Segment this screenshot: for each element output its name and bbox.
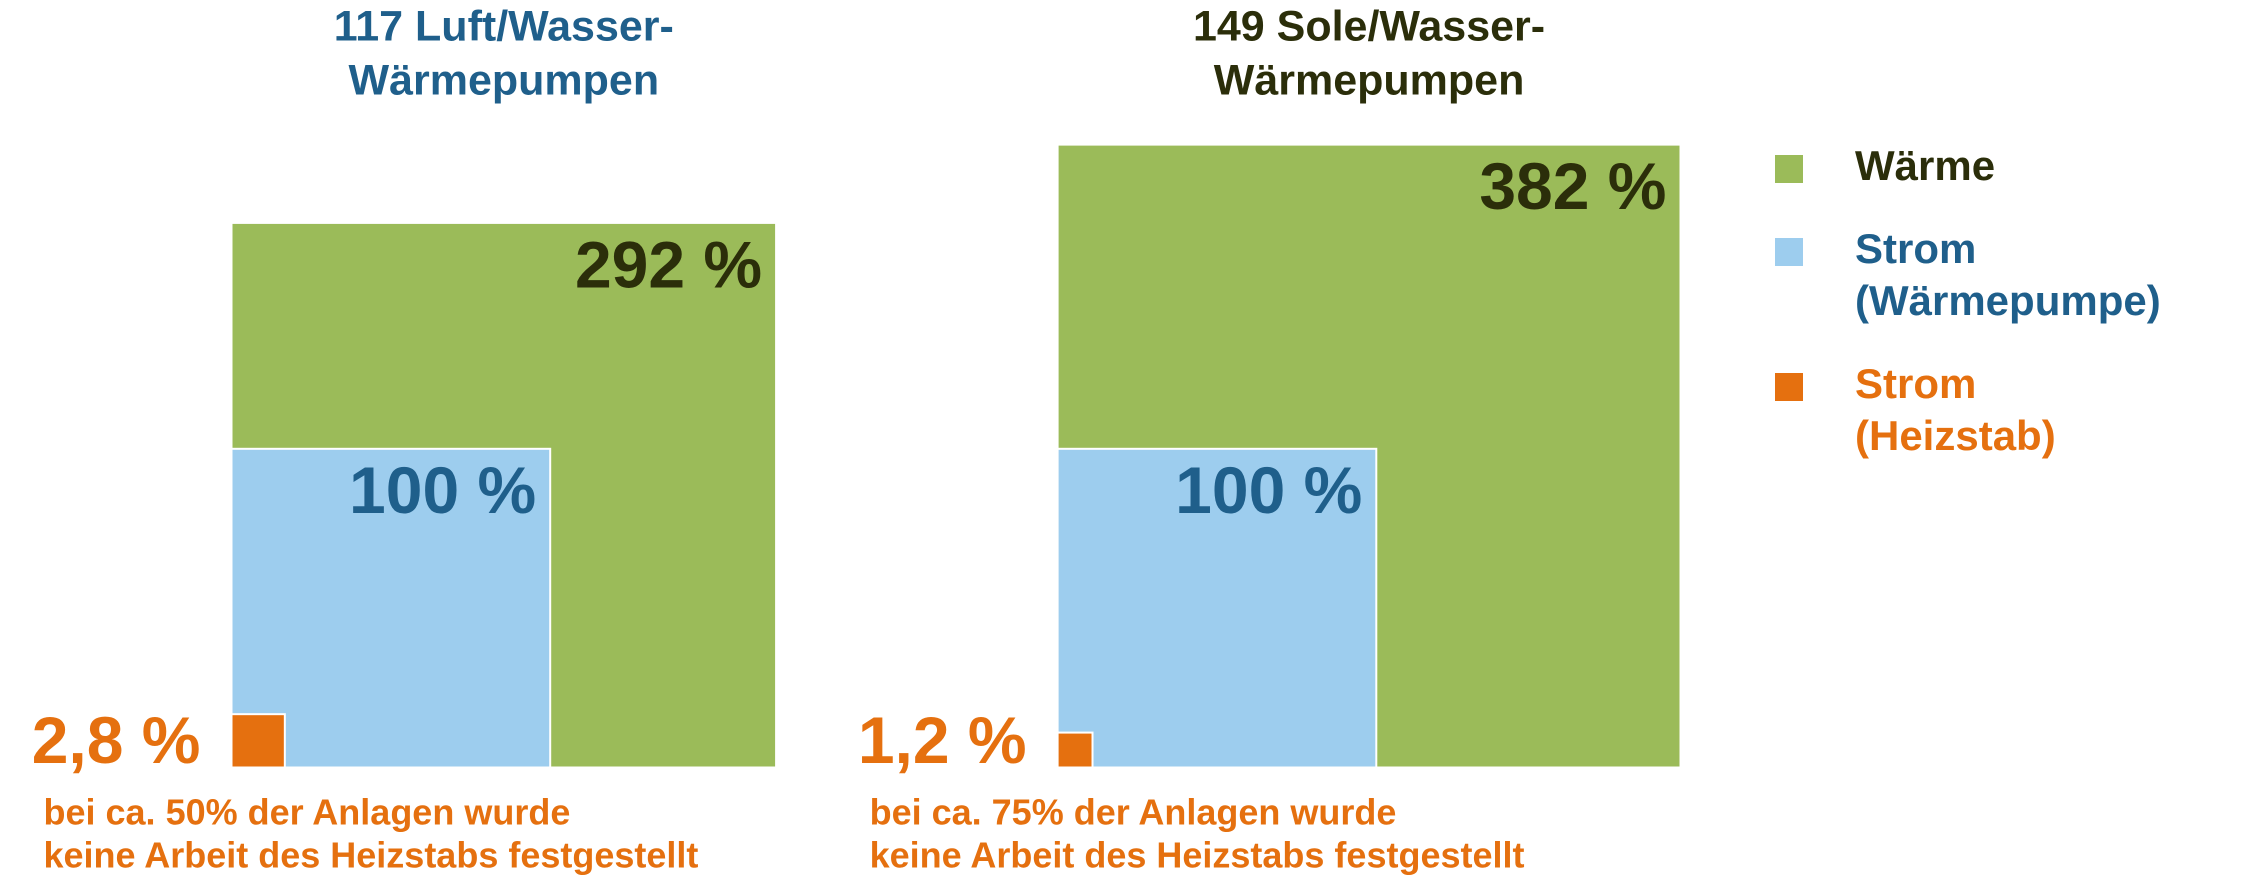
chart-title: 117 Luft/Wasser- — [334, 2, 674, 50]
annotation: bei ca. 50% der Anlagen wurde — [44, 792, 571, 833]
annotation: keine Arbeit des Heizstabs festgestellt — [44, 835, 699, 876]
legend-label: Strom — [1855, 225, 1976, 272]
value-label: 100 % — [349, 453, 536, 527]
square — [230, 713, 286, 769]
legend-label: Wärme — [1855, 142, 1995, 189]
legend-swatch — [1775, 238, 1803, 266]
annotation: keine Arbeit des Heizstabs festgestellt — [870, 835, 1525, 876]
value-label: 1,2 % — [858, 703, 1027, 777]
value-label: 100 % — [1175, 453, 1362, 527]
square — [1056, 731, 1094, 769]
value-label: 382 % — [1479, 149, 1666, 223]
legend-label: (Wärmepumpe) — [1855, 277, 2161, 324]
legend-label: Strom — [1855, 360, 1976, 407]
value-label: 2,8 % — [32, 703, 201, 777]
chart-title: 149 Sole/Wasser- — [1193, 2, 1545, 50]
square — [1056, 447, 1378, 769]
legend-label: (Heizstab) — [1855, 412, 2056, 459]
value-label: 292 % — [575, 227, 762, 301]
chart-title: Wärmepumpen — [1214, 56, 1525, 104]
legend-swatch — [1775, 373, 1803, 401]
annotation: bei ca. 75% der Anlagen wurde — [870, 792, 1397, 833]
chart-title: Wärmepumpen — [348, 56, 659, 104]
legend-swatch — [1775, 155, 1803, 183]
